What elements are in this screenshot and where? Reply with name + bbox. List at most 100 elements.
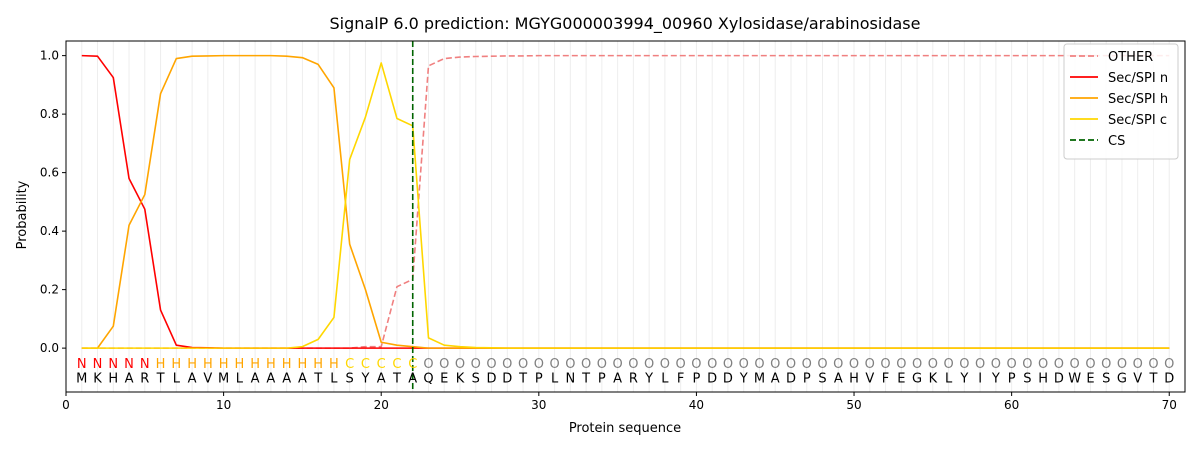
region-label: O	[597, 357, 607, 372]
sequence-residue: P	[598, 371, 606, 386]
region-label: O	[423, 357, 433, 372]
x-axis-label: Protein sequence	[569, 421, 681, 436]
sequence-residue: D	[723, 371, 733, 386]
sequence-residue: A	[771, 371, 780, 386]
region-label: H	[171, 357, 181, 372]
region-label: H	[282, 357, 292, 372]
sequence-residue: T	[392, 371, 401, 386]
x-tick-label: 40	[689, 398, 704, 412]
sequence-residue: S	[1023, 371, 1031, 386]
region-label: O	[1085, 357, 1095, 372]
sequence-residue: T	[1149, 371, 1158, 386]
region-label: O	[817, 357, 827, 372]
sequence-residue: K	[456, 371, 465, 386]
sequence-residue: V	[203, 371, 212, 386]
region-label: O	[1148, 357, 1158, 372]
sequence-residue: T	[518, 371, 527, 386]
sequence-residue: N	[565, 371, 575, 386]
region-label: O	[849, 357, 859, 372]
sequence-residue: D	[487, 371, 497, 386]
region-label: O	[644, 357, 654, 372]
sequence-residue: H	[108, 371, 118, 386]
sequence-residue: F	[882, 371, 889, 386]
sequence-residue: I	[978, 371, 982, 386]
y-tick-label: 0.2	[40, 283, 59, 297]
region-label: O	[1101, 357, 1111, 372]
legend-label: CS	[1108, 134, 1125, 149]
region-label: O	[1070, 357, 1080, 372]
sequence-residue: A	[188, 371, 197, 386]
region-label: H	[313, 357, 323, 372]
region-label: H	[219, 357, 229, 372]
legend-label: Sec/SPI c	[1108, 113, 1167, 128]
region-label: O	[1007, 357, 1017, 372]
x-tick-label: 10	[216, 398, 231, 412]
region-label: O	[975, 357, 985, 372]
sequence-residue: P	[535, 371, 543, 386]
sequence-residue: D	[502, 371, 512, 386]
region-label: O	[439, 357, 449, 372]
y-tick-label: 1.0	[40, 49, 59, 63]
sequence-residue: A	[251, 371, 260, 386]
region-label: O	[676, 357, 686, 372]
region-label: O	[1038, 357, 1048, 372]
region-label: O	[660, 357, 670, 372]
region-label: O	[959, 357, 969, 372]
legend-label: OTHER	[1108, 50, 1153, 65]
region-label: N	[77, 357, 87, 372]
sequence-residue: S	[346, 371, 354, 386]
sequence-residue: F	[677, 371, 684, 386]
y-tick-label: 0.6	[40, 166, 59, 180]
x-tick-label: 20	[374, 398, 389, 412]
sequence-residue: H	[849, 371, 859, 386]
region-label: O	[471, 357, 481, 372]
y-tick-label: 0.0	[40, 341, 59, 355]
region-label: N	[108, 357, 118, 372]
sequence-residue: A	[834, 371, 843, 386]
region-label: O	[707, 357, 717, 372]
sequence-residue: M	[754, 371, 765, 386]
sequence-residue: L	[661, 371, 669, 386]
region-label: O	[502, 357, 512, 372]
region-label: H	[266, 357, 276, 372]
sequence-residue: V	[1133, 371, 1142, 386]
sequence-residue: Y	[991, 371, 1000, 386]
region-label: C	[345, 357, 354, 372]
sequence-residue: D	[1164, 371, 1174, 386]
region-label: O	[928, 357, 938, 372]
sequence-residue: Y	[739, 371, 748, 386]
sequence-residue: P	[803, 371, 811, 386]
sequence-residue: E	[897, 371, 905, 386]
region-label: O	[991, 357, 1001, 372]
sequence-residue: D	[786, 371, 796, 386]
sequence-residue: Y	[959, 371, 968, 386]
region-label: O	[1117, 357, 1127, 372]
sequence-residue: Y	[644, 371, 653, 386]
region-label: H	[298, 357, 308, 372]
y-tick-label: 0.4	[40, 224, 59, 238]
region-label: H	[203, 357, 213, 372]
region-label: O	[896, 357, 906, 372]
chart-title: SignalP 6.0 prediction: MGYG000003994_00…	[330, 14, 921, 34]
x-tick-label: 60	[1004, 398, 1019, 412]
x-tick-label: 70	[1162, 398, 1177, 412]
sequence-residue: L	[173, 371, 181, 386]
region-label: C	[377, 357, 386, 372]
sequence-residue: E	[440, 371, 448, 386]
region-label: C	[361, 357, 370, 372]
x-tick-label: 30	[531, 398, 546, 412]
region-label: O	[943, 357, 953, 372]
region-label: O	[455, 357, 465, 372]
region-label: O	[802, 357, 812, 372]
sequence-residue: Q	[423, 371, 433, 386]
sequence-residue: T	[313, 371, 322, 386]
sequence-residue: K	[93, 371, 102, 386]
region-label: O	[486, 357, 496, 372]
region-label: O	[581, 357, 591, 372]
sequence-residue: E	[1086, 371, 1094, 386]
sequence-residue: K	[929, 371, 938, 386]
region-label: O	[786, 357, 796, 372]
sequence-residue: V	[865, 371, 874, 386]
region-label: O	[1054, 357, 1064, 372]
